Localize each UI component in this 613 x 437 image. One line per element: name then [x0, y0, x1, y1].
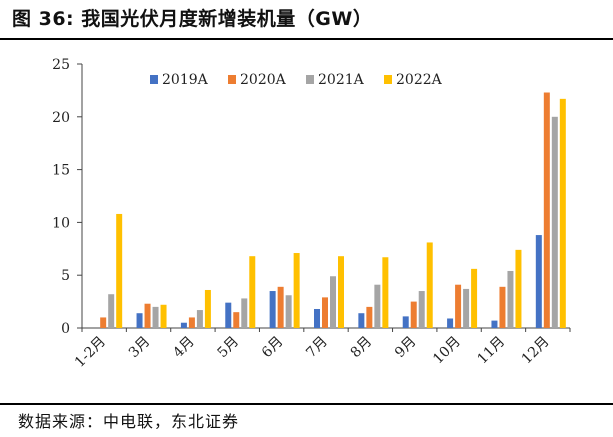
- y-tick-label: 5: [61, 268, 70, 284]
- bar-2021A-7月: [330, 276, 336, 328]
- bar-2022A-10月: [471, 268, 478, 328]
- legend-label-2020A: 2020A: [240, 72, 287, 88]
- legend-label-2021A: 2021A: [318, 72, 365, 88]
- bar-2022A-12月: [559, 98, 566, 329]
- bar-2019A-7月: [314, 308, 320, 328]
- bar-2022A-3月: [160, 304, 167, 328]
- bar-2021A-11月: [507, 270, 514, 328]
- bar-2019A-9月: [402, 316, 409, 328]
- x-tick-label: 12月: [519, 334, 553, 368]
- y-tick-label: 25: [52, 57, 70, 73]
- bar-2019A-6月: [269, 291, 276, 328]
- chart-title: 图 36: 我国光伏月度新增装机量（GW）: [12, 8, 373, 30]
- bar-2021A-5月: [241, 298, 248, 328]
- source-note: 数据来源：中电联，东北证券: [18, 412, 240, 431]
- legend-swatch-2020A: [228, 75, 236, 84]
- x-tick-label: 10月: [430, 334, 464, 368]
- bar-2020A-5月: [233, 312, 240, 328]
- bar-2020A-12月: [543, 92, 550, 329]
- y-tick-label: 0: [61, 321, 70, 337]
- bar-2020A-3月: [144, 303, 151, 328]
- bar-2021A-1-2月: [108, 294, 115, 328]
- bar-2020A-4月: [188, 317, 195, 328]
- x-tick-label: 9月: [392, 334, 420, 362]
- legend-label-2019A: 2019A: [162, 72, 209, 88]
- bar-2021A-8月: [374, 284, 381, 328]
- bar-2020A-6月: [277, 286, 284, 328]
- legend-swatch-2019A: [150, 75, 158, 84]
- legend-swatch-2021A: [306, 75, 314, 84]
- bar-2021A-3月: [152, 306, 159, 328]
- bar-2022A-1-2月: [116, 213, 123, 328]
- bar-2020A-8月: [366, 306, 373, 328]
- y-tick-label: 20: [52, 110, 70, 126]
- x-tick-label: 5月: [215, 334, 243, 362]
- x-tick-label: 7月: [303, 334, 331, 362]
- bottom-rule: [0, 403, 613, 405]
- bar-2021A-6月: [285, 295, 292, 328]
- bar-2020A-9月: [410, 301, 417, 328]
- bar-2021A-10月: [463, 288, 470, 328]
- bar-2022A-4月: [204, 289, 211, 328]
- bar-chart: 0 5 10 15 20 25 1-2月 3月 4月 5月 6月 7月 8月 9月 10月 11月 12月 20…: [52, 57, 571, 371]
- top-rule: [0, 38, 613, 40]
- x-tick-label: 6月: [259, 334, 287, 362]
- bar-2022A-9月: [426, 242, 433, 328]
- bar-2020A-7月: [322, 297, 328, 328]
- y-tick-label: 10: [52, 215, 70, 231]
- x-tick-label: 4月: [170, 334, 198, 362]
- bar-2022A-6月: [293, 253, 300, 328]
- y-tick-label: 15: [52, 163, 70, 179]
- bar-2019A-3月: [136, 313, 143, 328]
- chart-bars: [100, 92, 566, 329]
- bar-2021A-4月: [196, 310, 203, 328]
- bar-2022A-8月: [382, 257, 389, 328]
- bar-2019A-5月: [225, 302, 232, 328]
- x-tick-label: 11月: [474, 334, 508, 368]
- bar-2020A-11月: [499, 286, 506, 328]
- bar-2021A-9月: [418, 291, 425, 328]
- bar-2022A-5月: [249, 256, 256, 328]
- bar-2019A-4月: [180, 322, 187, 328]
- x-tick-label: 3月: [126, 334, 154, 362]
- bar-2019A-8月: [358, 313, 365, 328]
- x-tick-label: 8月: [348, 334, 376, 362]
- bar-2019A-10月: [447, 318, 454, 328]
- x-tick-label: 1-2月: [72, 334, 109, 371]
- legend-swatch-2022A: [384, 75, 392, 84]
- chart-legend: 2019A 2020A 2021A 2022A: [150, 72, 443, 88]
- bar-2019A-12月: [535, 235, 542, 328]
- bar-2020A-1-2月: [100, 317, 107, 328]
- bar-2022A-7月: [338, 256, 344, 328]
- legend-label-2022A: 2022A: [396, 72, 443, 88]
- bar-2019A-11月: [491, 320, 498, 328]
- bar-2020A-10月: [455, 284, 462, 328]
- bar-2022A-11月: [515, 249, 522, 328]
- bar-2021A-12月: [551, 116, 558, 328]
